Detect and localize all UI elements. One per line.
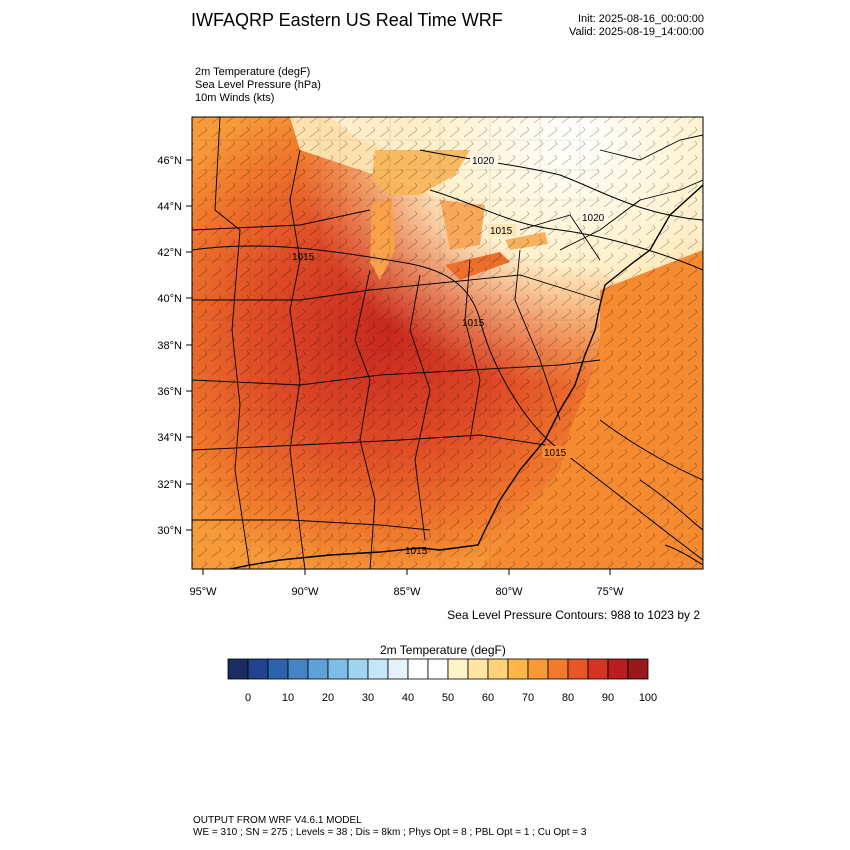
- lat-labels: 46°N 44°N 42°N 40°N 38°N 36°N 34°N 32°N …: [157, 155, 182, 537]
- colorbar-swatch: [308, 659, 328, 679]
- lat-label: 32°N: [157, 479, 182, 491]
- colorbar-tick-label: 20: [322, 692, 334, 704]
- colorbar-swatch: [268, 659, 288, 679]
- colorbar-swatch: [448, 659, 468, 679]
- footer-model: OUTPUT FROM WRF V4.6.1 MODEL: [193, 815, 362, 826]
- colorbar-swatch: [488, 659, 508, 679]
- isobar-label: 1015: [462, 318, 485, 329]
- isobar-label: 1015: [405, 546, 428, 557]
- lon-label: 85°W: [393, 586, 421, 598]
- colorbar-tick-label: 90: [602, 692, 614, 704]
- colorbar-tick-label: 60: [482, 692, 494, 704]
- lon-label: 90°W: [291, 586, 319, 598]
- colorbar-tick-label: 100: [639, 692, 657, 704]
- lat-ticks: [186, 160, 192, 530]
- colorbar-tick-label: 70: [522, 692, 534, 704]
- colorbar-tick-label: 50: [442, 692, 454, 704]
- lat-label: 40°N: [157, 293, 182, 305]
- lat-label: 46°N: [157, 155, 182, 167]
- isobar-label: 1020: [472, 156, 495, 167]
- lat-label: 38°N: [157, 340, 182, 352]
- colorbar-swatch: [528, 659, 548, 679]
- lat-label: 34°N: [157, 432, 182, 444]
- lat-label: 42°N: [157, 247, 182, 259]
- colorbar-tick-label: 40: [402, 692, 414, 704]
- lon-label: 75°W: [596, 586, 624, 598]
- colorbar-tick-label: 30: [362, 692, 374, 704]
- contours-note: Sea Level Pressure Contours: 988 to 1023…: [447, 608, 700, 622]
- colorbar-swatch: [408, 659, 428, 679]
- colorbar-swatch: [428, 659, 448, 679]
- colorbar-title: 2m Temperature (degF): [380, 643, 506, 657]
- isobar-label: 1015: [544, 448, 567, 459]
- colorbar-swatch: [288, 659, 308, 679]
- colorbar-swatch: [508, 659, 528, 679]
- lon-label: 80°W: [495, 586, 523, 598]
- colorbar-swatch: [248, 659, 268, 679]
- isobar-label: 1015: [292, 252, 315, 263]
- colorbar-swatch: [548, 659, 568, 679]
- lon-label: 95°W: [189, 586, 217, 598]
- isobar-label: 1015: [490, 226, 513, 237]
- colorbar-swatch: [608, 659, 628, 679]
- colorbar-swatch: [368, 659, 388, 679]
- colorbar: [228, 659, 648, 679]
- lat-label: 44°N: [157, 201, 182, 213]
- lon-ticks: [203, 569, 610, 575]
- map-panel: 1020 1020 1015 1015 1015 1015 1015: [192, 117, 703, 570]
- colorbar-swatch: [228, 659, 248, 679]
- colorbar-tick-label: 0: [245, 692, 251, 704]
- colorbar-swatch: [388, 659, 408, 679]
- isobar-label: 1020: [582, 213, 605, 224]
- colorbar-swatch: [348, 659, 368, 679]
- colorbar-labels: 0 10 20 30 40 50 60 70 80 90 100: [245, 692, 657, 704]
- lon-labels: 95°W 90°W 85°W 80°W 75°W: [189, 586, 624, 598]
- colorbar-tick-label: 10: [282, 692, 294, 704]
- colorbar-swatch: [468, 659, 488, 679]
- lat-label: 36°N: [157, 386, 182, 398]
- colorbar-swatch: [628, 659, 648, 679]
- lat-label: 30°N: [157, 525, 182, 537]
- footer-config: WE = 310 ; SN = 275 ; Levels = 38 ; Dis …: [193, 827, 586, 838]
- colorbar-swatch: [328, 659, 348, 679]
- colorbar-tick-label: 80: [562, 692, 574, 704]
- colorbar-swatch: [568, 659, 588, 679]
- colorbar-swatch: [588, 659, 608, 679]
